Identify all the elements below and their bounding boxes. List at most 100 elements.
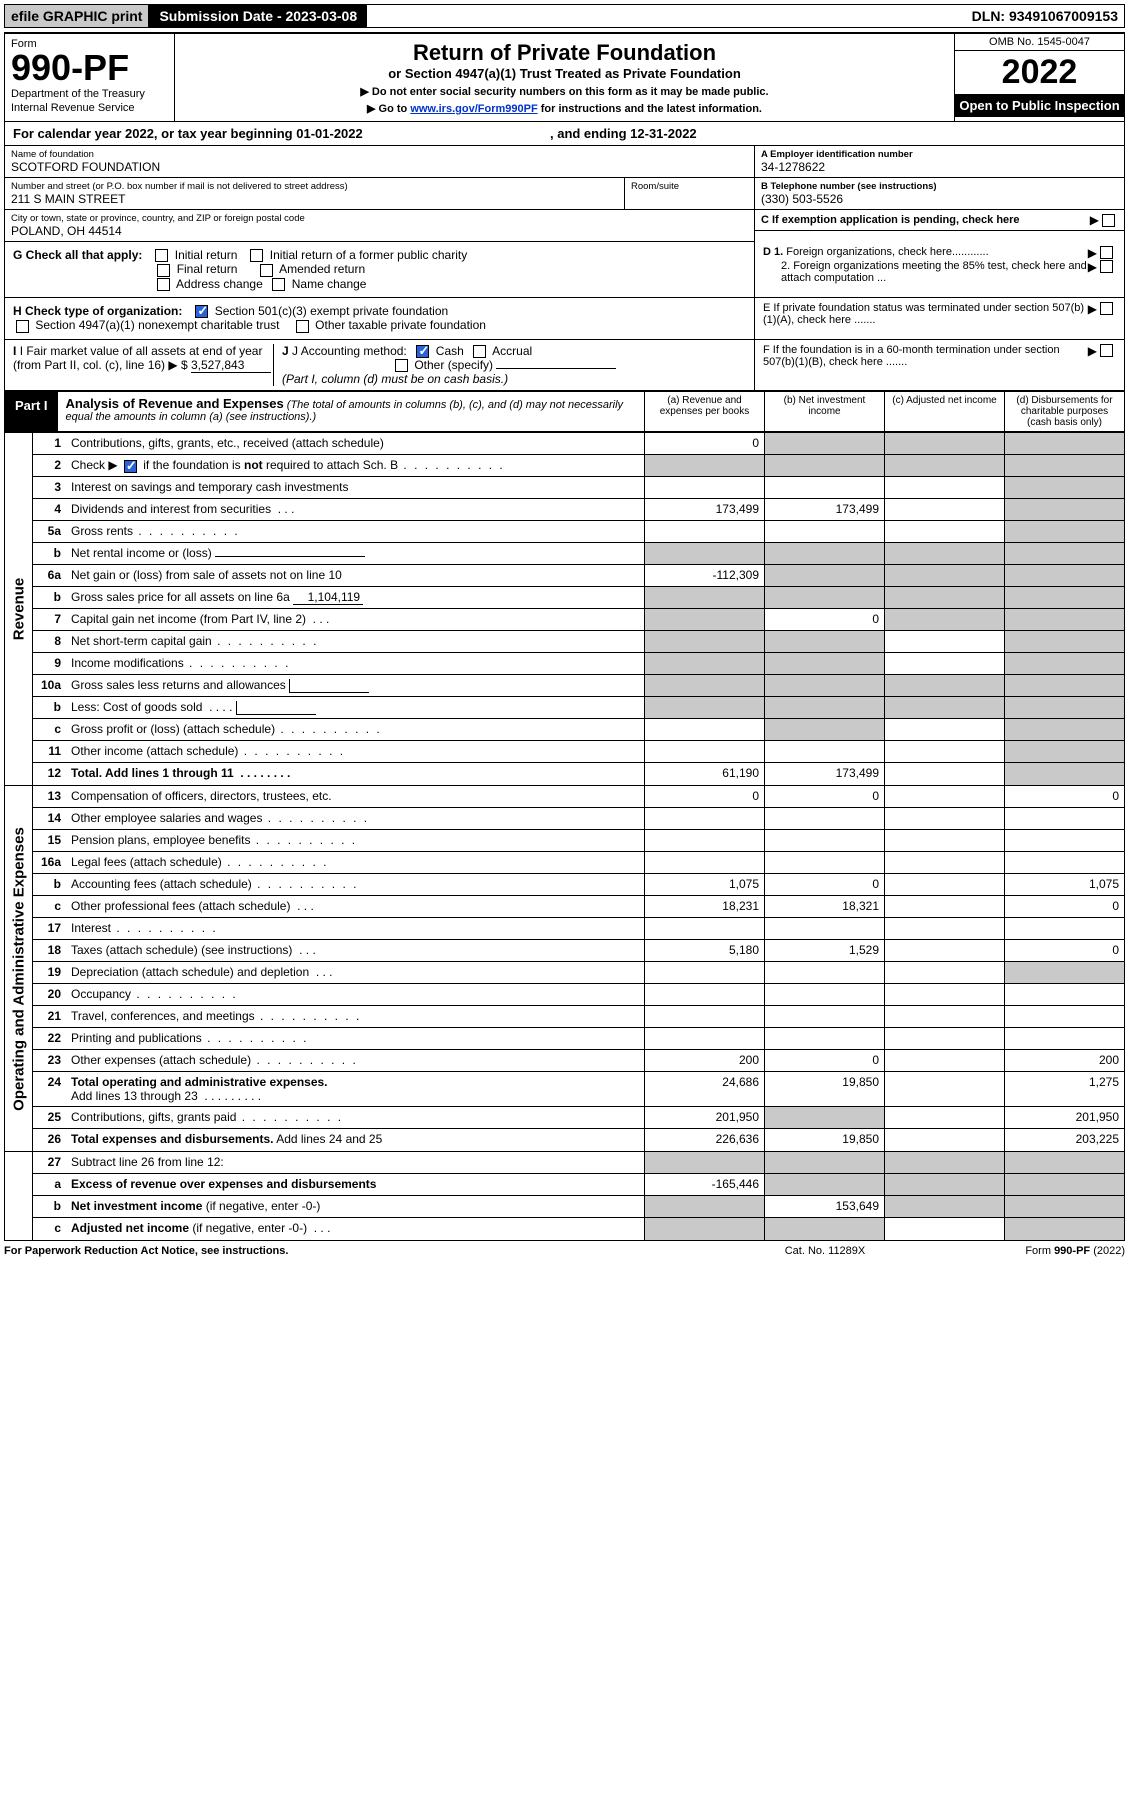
line10c-desc: Gross profit or (loss) (attach schedule): [67, 719, 644, 740]
h-other-checkbox[interactable]: [296, 320, 309, 333]
line20-desc: Occupancy: [67, 984, 644, 1005]
section-i-j-f: I I Fair market value of all assets at e…: [4, 340, 1125, 392]
revenue-side-label: Revenue: [10, 578, 27, 641]
d2-checkbox[interactable]: [1100, 260, 1113, 273]
d1-checkbox[interactable]: [1100, 246, 1113, 259]
line2-desc: Check ▶ if the foundation is not require…: [67, 455, 644, 476]
omb-number: OMB No. 1545-0047: [955, 34, 1124, 51]
topbar: efile GRAPHIC print Submission Date - 20…: [4, 4, 1125, 28]
col-a-header: (a) Revenue and expenses per books: [644, 392, 764, 431]
line1-desc: Contributions, gifts, grants, etc., rece…: [67, 433, 644, 454]
line22-desc: Printing and publications: [67, 1028, 644, 1049]
j-other-checkbox[interactable]: [395, 359, 408, 372]
col-b-header: (b) Net investment income: [764, 392, 884, 431]
form-title: Return of Private Foundation: [181, 40, 948, 66]
d1-label: D 1. Foreign organizations, check here..…: [763, 246, 1088, 260]
phone-label: B Telephone number (see instructions): [761, 181, 1118, 192]
form-number: 990-PF: [11, 50, 168, 86]
catalog-number: Cat. No. 11289X: [725, 1245, 925, 1257]
section-g-d: G Check all that apply: Initial return I…: [4, 242, 1125, 298]
line27c-desc: Adjusted net income (if negative, enter …: [67, 1218, 644, 1240]
e-label: E If private foundation status was termi…: [763, 302, 1088, 335]
line16a-desc: Legal fees (attach schedule): [67, 852, 644, 873]
exemption-checkbox[interactable]: [1102, 214, 1115, 227]
col-d-header: (d) Disbursements for charitable purpose…: [1004, 392, 1124, 431]
page-footer: For Paperwork Reduction Act Notice, see …: [4, 1245, 1125, 1257]
line13-desc: Compensation of officers, directors, tru…: [67, 786, 644, 807]
line27b-desc: Net investment income (if negative, ente…: [67, 1196, 644, 1217]
foundation-name: SCOTFORD FOUNDATION: [11, 160, 748, 174]
h-4947-checkbox[interactable]: [16, 320, 29, 333]
entity-grid: Name of foundation SCOTFORD FOUNDATION N…: [4, 146, 1125, 242]
line27a-desc: Excess of revenue over expenses and disb…: [67, 1174, 644, 1195]
submission-date: Submission Date - 2023-03-08: [149, 5, 367, 27]
line11-desc: Other income (attach schedule): [67, 741, 644, 762]
g-name-checkbox[interactable]: [272, 278, 285, 291]
line23-desc: Other expenses (attach schedule): [67, 1050, 644, 1071]
g-final-checkbox[interactable]: [157, 264, 170, 277]
street-address: 211 S MAIN STREET: [11, 192, 618, 206]
h-label: H Check type of organization:: [13, 304, 182, 318]
line26-desc: Total expenses and disbursements. Add li…: [67, 1129, 644, 1151]
irs-link[interactable]: www.irs.gov/Form990PF: [410, 103, 537, 115]
dln-label: DLN: 93491067009153: [966, 5, 1124, 27]
g-initial-former-checkbox[interactable]: [250, 249, 263, 262]
j-cash-checkbox[interactable]: [416, 345, 429, 358]
line16c-desc: Other professional fees (attach schedule…: [67, 896, 644, 917]
instruction-ssn: ▶ Do not enter social security numbers o…: [181, 85, 948, 98]
g-amended-checkbox[interactable]: [260, 264, 273, 277]
line27-desc: Subtract line 26 from line 12:: [67, 1152, 644, 1173]
section-h-e: H Check type of organization: Section 50…: [4, 298, 1125, 340]
fmv-value: 3,527,843: [191, 358, 271, 373]
line15-desc: Pension plans, employee benefits: [67, 830, 644, 851]
line19-desc: Depreciation (attach schedule) and deple…: [67, 962, 644, 983]
line25-desc: Contributions, gifts, grants paid: [67, 1107, 644, 1128]
pra-notice: For Paperwork Reduction Act Notice, see …: [4, 1245, 725, 1257]
instruction-link: ▶ Go to www.irs.gov/Form990PF for instru…: [181, 102, 948, 115]
revenue-table: Revenue 1Contributions, gifts, grants, e…: [4, 433, 1125, 786]
line8-desc: Net short-term capital gain: [67, 631, 644, 652]
line5b-desc: Net rental income or (loss): [67, 543, 644, 564]
line14-desc: Other employee salaries and wages: [67, 808, 644, 829]
line27-table: 27Subtract line 26 from line 12: aExcess…: [4, 1152, 1125, 1241]
f-checkbox[interactable]: [1100, 344, 1113, 357]
line10a-desc: Gross sales less returns and allowances: [67, 675, 644, 696]
form-ref: Form 990-PF (2022): [925, 1245, 1125, 1257]
line6a-desc: Net gain or (loss) from sale of assets n…: [67, 565, 644, 586]
line5a-desc: Gross rents: [67, 521, 644, 542]
expenses-table: Operating and Administrative Expenses 13…: [4, 786, 1125, 1152]
schb-checkbox[interactable]: [124, 460, 137, 473]
tax-year: 2022: [955, 51, 1124, 94]
line4-desc: Dividends and interest from securities .…: [67, 499, 644, 520]
line24-desc: Total operating and administrative expen…: [67, 1072, 644, 1106]
g-address-checkbox[interactable]: [157, 278, 170, 291]
j-note: (Part I, column (d) must be on cash basi…: [282, 372, 508, 386]
efile-label: efile GRAPHIC print: [5, 5, 149, 27]
form-subtitle: or Section 4947(a)(1) Trust Treated as P…: [181, 66, 948, 81]
open-inspection: Open to Public Inspection: [955, 94, 1124, 117]
line6b-desc: Gross sales price for all assets on line…: [67, 587, 644, 608]
line10b-desc: Less: Cost of goods sold . . . .: [67, 697, 644, 718]
line16b-desc: Accounting fees (attach schedule): [67, 874, 644, 895]
city-label: City or town, state or province, country…: [11, 213, 748, 224]
name-label: Name of foundation: [11, 149, 748, 160]
ein-label: A Employer identification number: [761, 149, 1118, 160]
calendar-year-row: For calendar year 2022, or tax year begi…: [4, 122, 1125, 146]
dept-treasury: Department of the Treasury: [11, 88, 168, 100]
part1-header: Part I Analysis of Revenue and Expenses …: [4, 391, 1125, 433]
exemption-pending-label: C If exemption application is pending, c…: [761, 214, 1090, 226]
h-501c3-checkbox[interactable]: [195, 305, 208, 318]
line7-desc: Capital gain net income (from Part IV, l…: [67, 609, 644, 630]
arrow-icon: ▶: [1090, 213, 1099, 227]
room-suite-label: Room/suite: [624, 178, 754, 209]
line21-desc: Travel, conferences, and meetings: [67, 1006, 644, 1027]
d2-label: 2. Foreign organizations meeting the 85%…: [781, 260, 1088, 284]
city-value: POLAND, OH 44514: [11, 224, 748, 238]
part1-label: Part I: [5, 392, 58, 431]
phone-value: (330) 503-5526: [761, 192, 1118, 206]
expenses-side-label: Operating and Administrative Expenses: [10, 827, 27, 1111]
address-label: Number and street (or P.O. box number if…: [11, 181, 618, 192]
e-checkbox[interactable]: [1100, 302, 1113, 315]
g-initial-checkbox[interactable]: [155, 249, 168, 262]
j-accrual-checkbox[interactable]: [473, 345, 486, 358]
